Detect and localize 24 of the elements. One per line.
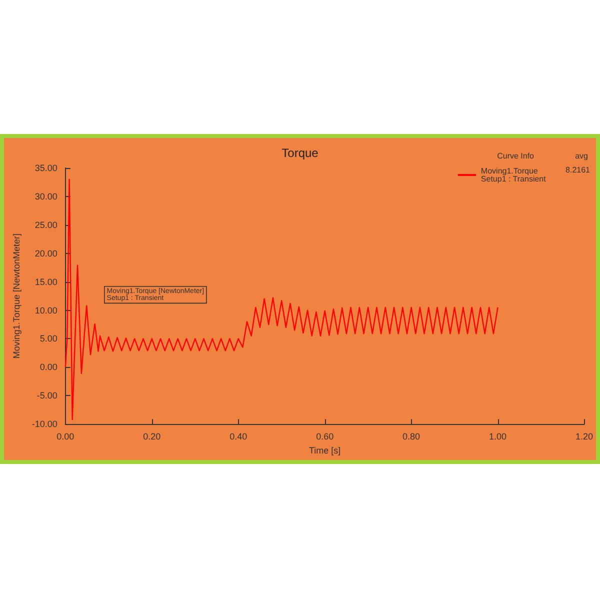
- x-axis-title: Time [s]: [308, 446, 341, 456]
- y-axis-title: Moving1.Torque [NewtonMeter]: [12, 234, 22, 359]
- x-tick-label: 1.20: [575, 432, 594, 442]
- y-tick-label: 35.00: [34, 163, 58, 173]
- y-tick-label: 0.00: [40, 362, 58, 372]
- text: avg: [575, 152, 588, 160]
- chart-title: Torque: [282, 146, 319, 160]
- text: Curve Info: [497, 152, 535, 160]
- x-tick-label: 0.80: [402, 432, 420, 442]
- x-tick-label: 0.40: [230, 432, 248, 442]
- y-tick-label: 15.00: [34, 276, 58, 287]
- y-tick-label: 30.00: [34, 191, 58, 202]
- y-tick-label: 20.00: [34, 248, 58, 258]
- legend-label: Moving1.Torque Setup1 : Transient: [480, 166, 547, 184]
- y-tick-label: 10.00: [34, 305, 58, 316]
- x-tick-label: 0.00: [56, 432, 74, 442]
- x-tick-label: 1.00: [489, 432, 507, 442]
- y-tick-label: 25.00: [34, 220, 58, 230]
- annotation: 8.2161: [566, 166, 591, 174]
- y-tick-label: -10.00: [32, 419, 58, 430]
- y-tick-label: -5.00: [36, 390, 58, 401]
- x-tick-label: 0.60: [316, 432, 334, 442]
- x-tick-label: 0.20: [143, 432, 161, 442]
- y-tick-label: 5.00: [40, 334, 58, 344]
